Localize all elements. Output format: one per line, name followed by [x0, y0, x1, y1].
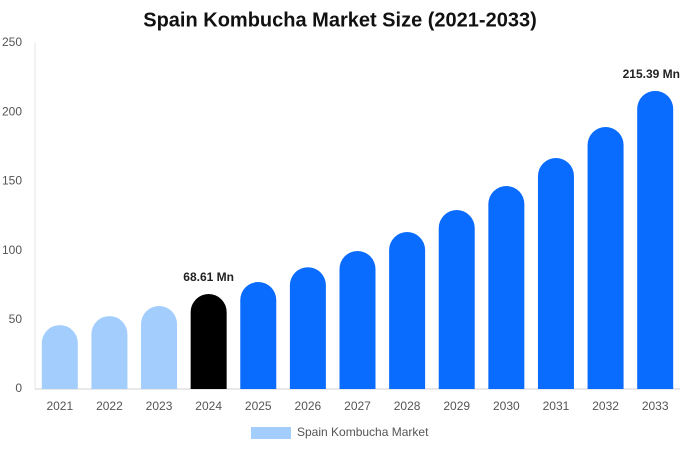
x-tick-label: 2028: [394, 399, 421, 413]
x-tick-label: 2023: [146, 399, 173, 413]
y-tick-label: 250: [2, 35, 22, 49]
bar: [488, 185, 525, 389]
chart-title: Spain Kombucha Market Size (2021-2033): [143, 9, 536, 31]
x-tick-label: 2030: [493, 399, 520, 413]
legend-swatch: [251, 427, 291, 439]
x-tick-label: 2029: [443, 399, 470, 413]
bar: [389, 232, 426, 389]
value-label: 68.61 Mn: [183, 270, 234, 284]
bar: [587, 127, 624, 390]
x-tick-label: 2031: [543, 399, 570, 413]
y-tick-label: 0: [15, 381, 22, 395]
x-tick-label: 2024: [195, 399, 222, 413]
bar: [289, 267, 326, 389]
bar: [190, 294, 227, 389]
x-tick-label: 2025: [245, 399, 272, 413]
bar: [141, 305, 178, 389]
x-tick-label: 2021: [46, 399, 73, 413]
bar: [339, 251, 376, 389]
value-label: 215.39 Mn: [623, 67, 680, 81]
bar: [438, 210, 475, 389]
bar: [240, 282, 277, 389]
y-tick-label: 200: [2, 104, 22, 118]
y-tick-label: 100: [2, 243, 22, 257]
x-tick-label: 2022: [96, 399, 123, 413]
x-tick-label: 2033: [642, 399, 669, 413]
y-tick-label: 50: [9, 312, 23, 326]
bar: [91, 316, 128, 389]
bar: [637, 90, 674, 389]
bar: [41, 325, 78, 389]
x-tick-label: 2027: [344, 399, 371, 413]
bar: [537, 158, 574, 389]
legend-label: Spain Kombucha Market: [297, 425, 429, 439]
x-tick-label: 2026: [295, 399, 322, 413]
x-tick-label: 2032: [592, 399, 619, 413]
y-tick-label: 150: [2, 174, 22, 188]
